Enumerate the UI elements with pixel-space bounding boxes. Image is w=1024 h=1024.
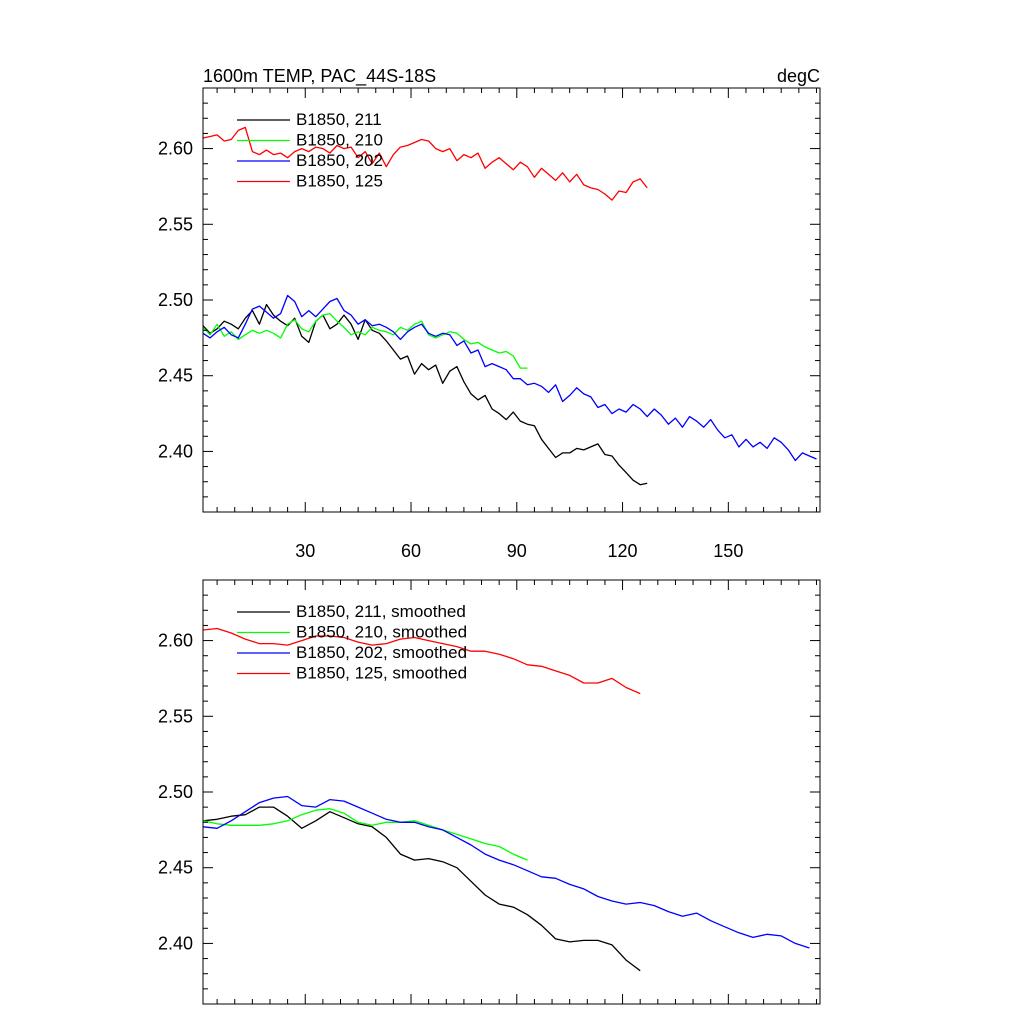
y-tick-label: 2.45 — [158, 366, 193, 386]
y-tick-label: 2.55 — [158, 706, 193, 726]
y-tick-label: 2.40 — [158, 441, 193, 461]
panel-bottom-legend: B1850, 211, smoothed B1850, 210, smoothed… — [237, 602, 467, 683]
panel-top-axes: 2.40 2.45 2.50 2.55 2.60 30 60 90 120 150 — [158, 87, 821, 561]
legend-label: B1850, 211 — [296, 110, 382, 129]
legend-label: B1850, 125 — [296, 172, 383, 191]
panel-bottom: 2.40 2.45 2.50 2.55 2.60 B1850, 211, smoothe… — [158, 579, 821, 1005]
series-line-2 — [202, 312, 528, 369]
series-line-1 — [202, 806, 641, 972]
panel-top: 1600m TEMP, PAC_44S-18S degC 2.40 2.45 2.5… — [158, 66, 821, 561]
series-line-4 — [202, 126, 648, 201]
panel-bottom-axes: 2.40 2.45 2.50 2.55 2.60 — [158, 579, 821, 1005]
legend-label: B1850, 202, smoothed — [296, 643, 467, 662]
x-tick-label: 150 — [713, 541, 743, 561]
legend-label: B1850, 210, smoothed — [296, 623, 467, 642]
y-tick-label: 2.40 — [158, 933, 193, 953]
series-line-1 — [202, 303, 648, 486]
x-tick-label: 90 — [507, 541, 527, 561]
y-tick-label: 2.45 — [158, 858, 193, 878]
x-tick-label: 30 — [295, 541, 315, 561]
panel-bottom-lines — [202, 627, 810, 972]
y-tick-label: 2.50 — [158, 290, 193, 310]
series-line-3 — [202, 294, 817, 462]
series-line-3 — [202, 795, 810, 949]
y-tick-label: 2.50 — [158, 782, 193, 802]
y-tick-label: 2.60 — [158, 139, 193, 159]
panel-top-lines — [202, 126, 817, 486]
series-line-4 — [202, 627, 641, 695]
legend-label: B1850, 211, smoothed — [296, 602, 466, 621]
x-tick-label: 60 — [401, 541, 421, 561]
legend-label: B1850, 210 — [296, 131, 383, 150]
y-tick-label: 2.55 — [158, 214, 193, 234]
y-tick-label: 2.60 — [158, 631, 193, 651]
legend-label: B1850, 125, smoothed — [296, 664, 467, 683]
x-tick-label: 120 — [608, 541, 638, 561]
units-label: degC — [777, 66, 820, 86]
legend-label: B1850, 202 — [296, 151, 383, 170]
series-line-2 — [202, 808, 528, 861]
chart-title: 1600m TEMP, PAC_44S-18S — [203, 66, 436, 87]
